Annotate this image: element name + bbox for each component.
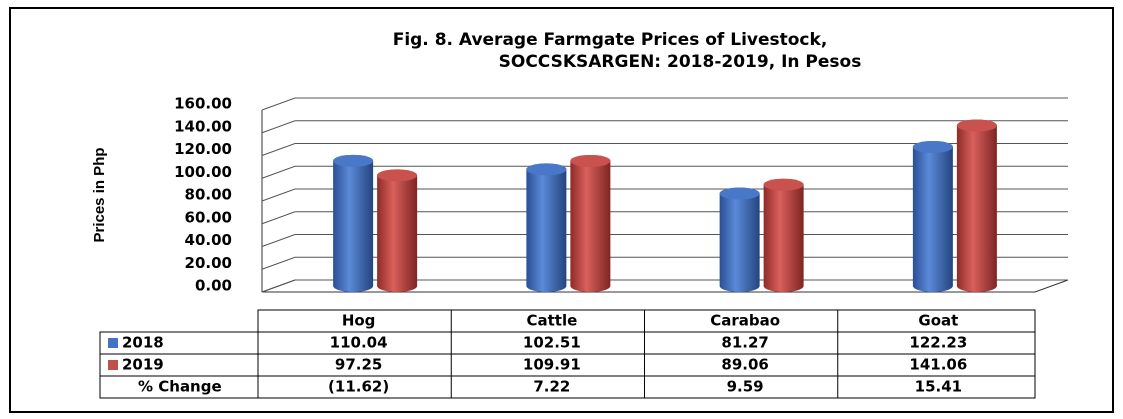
table-value: 110.04 [330, 334, 388, 352]
y-tick-label: 20.00 [185, 254, 232, 272]
table-value: 81.27 [721, 334, 768, 352]
legend-swatch [108, 338, 118, 348]
chart-title: SOCCSKSARGEN: 2018-2019, In Pesos [499, 52, 862, 72]
table-value: 7.22 [533, 378, 570, 396]
y-tick-label: 140.00 [174, 117, 232, 135]
x-tick-label: Hog [342, 312, 376, 330]
y-tick-label: 0.00 [195, 277, 232, 295]
legend-label: 2018 [122, 334, 164, 352]
grid-line [261, 256, 1068, 270]
table-border [99, 331, 1036, 399]
chart-title: Fig. 8. Average Farmgate Prices of Lives… [393, 30, 828, 50]
bar [763, 178, 804, 292]
row-label: % Change [138, 378, 222, 396]
bar [377, 169, 418, 292]
table-value: 109.91 [523, 356, 581, 374]
y-axis-label: Prices in Php [91, 147, 108, 242]
legend-label: 2019 [122, 356, 164, 374]
bar-top [526, 163, 567, 176]
y-tick-label: 120.00 [174, 140, 232, 158]
x-tick-label: Goat [918, 312, 958, 330]
bar [333, 154, 374, 292]
grid-line [261, 234, 1068, 247]
y-tick-label: 160.00 [174, 95, 232, 113]
table-value: 97.25 [335, 356, 382, 374]
bar-top [570, 154, 611, 167]
bar [956, 119, 997, 292]
table-value: 141.06 [909, 356, 967, 374]
grid-line [261, 188, 1068, 202]
grid-line [261, 143, 1068, 156]
grid-line [261, 120, 1068, 134]
table-value: 102.51 [523, 334, 581, 352]
y-tick-label: 60.00 [185, 208, 232, 226]
x-tick-label: Carabao [710, 312, 780, 330]
y-tick-label: 40.00 [185, 231, 232, 249]
x-tick-label: Cattle [526, 312, 577, 330]
table-value: 15.41 [915, 378, 962, 396]
grid-line [261, 211, 1068, 225]
bar [719, 187, 760, 292]
bar-top [956, 119, 997, 132]
bar [570, 154, 611, 292]
table-value: (11.62) [328, 378, 389, 396]
y-tick-label: 100.00 [174, 163, 232, 181]
grid-line [261, 97, 1068, 111]
bar-top [763, 178, 804, 191]
grid-line [261, 279, 1068, 293]
table-value: 89.06 [721, 356, 768, 374]
legend-swatch [108, 360, 118, 370]
bar-top [912, 140, 953, 153]
bar [526, 163, 567, 292]
table-value: 122.23 [909, 334, 967, 352]
bar-top [333, 154, 374, 167]
table-value: 9.59 [727, 378, 764, 396]
bar [912, 140, 953, 292]
grid-line [261, 165, 1068, 179]
bar-top [719, 187, 760, 200]
bar-top [377, 169, 418, 182]
y-tick-label: 80.00 [185, 186, 232, 204]
